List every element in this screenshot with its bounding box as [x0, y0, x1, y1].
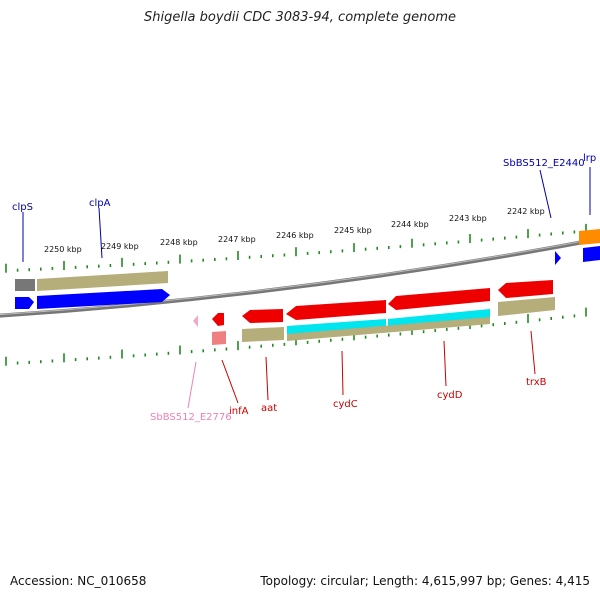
gene-bar-clpS[interactable] — [15, 279, 35, 291]
scale-label-2250: 2250 kbp — [44, 245, 82, 254]
leader-SbBS512_E2440 — [539, 169, 552, 219]
gene-bar-cydD-lower[interactable] — [287, 317, 490, 341]
cds-clpS[interactable] — [15, 297, 34, 309]
scale-label-2247: 2247 kbp — [218, 235, 256, 244]
gene-label-clpS[interactable]: clpS — [12, 202, 33, 213]
leader-lines — [22, 167, 591, 409]
cds-cydD[interactable] — [388, 288, 490, 310]
leader-aat — [265, 356, 269, 401]
scale-label-2244: 2244 kbp — [391, 220, 429, 229]
leader-cydC — [341, 350, 344, 396]
cds-infA[interactable] — [212, 313, 224, 326]
genome-backbone — [0, 236, 600, 318]
leader-cydD — [443, 340, 447, 387]
gene-bar-clpA[interactable] — [37, 271, 168, 291]
scale-labels: 2250 kbp 2249 kbp 2248 kbp 2247 kbp 2246… — [44, 207, 545, 254]
scale-label-2242: 2242 kbp — [507, 207, 545, 216]
cds-SbBS512_E2440[interactable] — [555, 251, 561, 265]
gene-labels: clpS clpA SbBS512_E2440 lrp SbBS512_E277… — [12, 153, 596, 423]
cds-aat[interactable] — [242, 309, 283, 323]
gene-label-cydD[interactable]: cydD — [437, 390, 463, 401]
gene-bar-trxB[interactable] — [498, 297, 555, 316]
genome-summary-text: Topology: circular; Length: 4,615,997 bp… — [260, 574, 590, 588]
scale-label-2243: 2243 kbp — [449, 214, 487, 223]
gene-label-SbBS512_E2440[interactable]: SbBS512_E2440 — [503, 158, 585, 169]
gene-label-aat[interactable]: aat — [261, 403, 277, 414]
gene-label-trxB[interactable]: trxB — [526, 377, 547, 388]
scale-label-2245: 2245 kbp — [334, 226, 372, 235]
gene-label-clpA[interactable]: clpA — [89, 198, 111, 209]
gene-bar-lrp[interactable] — [579, 229, 600, 245]
gene-label-SbBS512_E2776[interactable]: SbBS512_E2776 — [150, 412, 232, 423]
scale-label-2248: 2248 kbp — [160, 238, 198, 247]
upper-tick-row — [5, 223, 587, 273]
lower-tick-row — [5, 307, 587, 366]
gene-label-lrp[interactable]: lrp — [583, 153, 596, 164]
gene-label-cydC[interactable]: cydC — [333, 399, 358, 410]
cds-cydC[interactable] — [286, 300, 386, 320]
cds-clpA[interactable] — [37, 289, 170, 309]
cds-SbBS512_E2776[interactable] — [193, 315, 198, 327]
gene-bar-infA[interactable] — [212, 331, 226, 345]
gene-label-infA[interactable]: infA — [229, 406, 249, 417]
map-title: Shigella boydii CDC 3083-94, complete ge… — [143, 10, 457, 25]
scale-label-2249: 2249 kbp — [101, 242, 139, 251]
accession-text: Accession: NC_010658 — [10, 574, 147, 588]
leader-clpA — [98, 207, 103, 259]
leader-SbBS512_E2776 — [187, 361, 197, 409]
gene-bar-aat[interactable] — [242, 327, 284, 342]
scale-label-2246: 2246 kbp — [276, 231, 314, 240]
genome-backbone-highlight — [0, 237, 600, 316]
cds-trxB[interactable] — [498, 280, 553, 298]
leader-infA — [221, 359, 239, 404]
leader-trxB — [530, 330, 536, 375]
cds-lrp[interactable] — [583, 246, 600, 262]
